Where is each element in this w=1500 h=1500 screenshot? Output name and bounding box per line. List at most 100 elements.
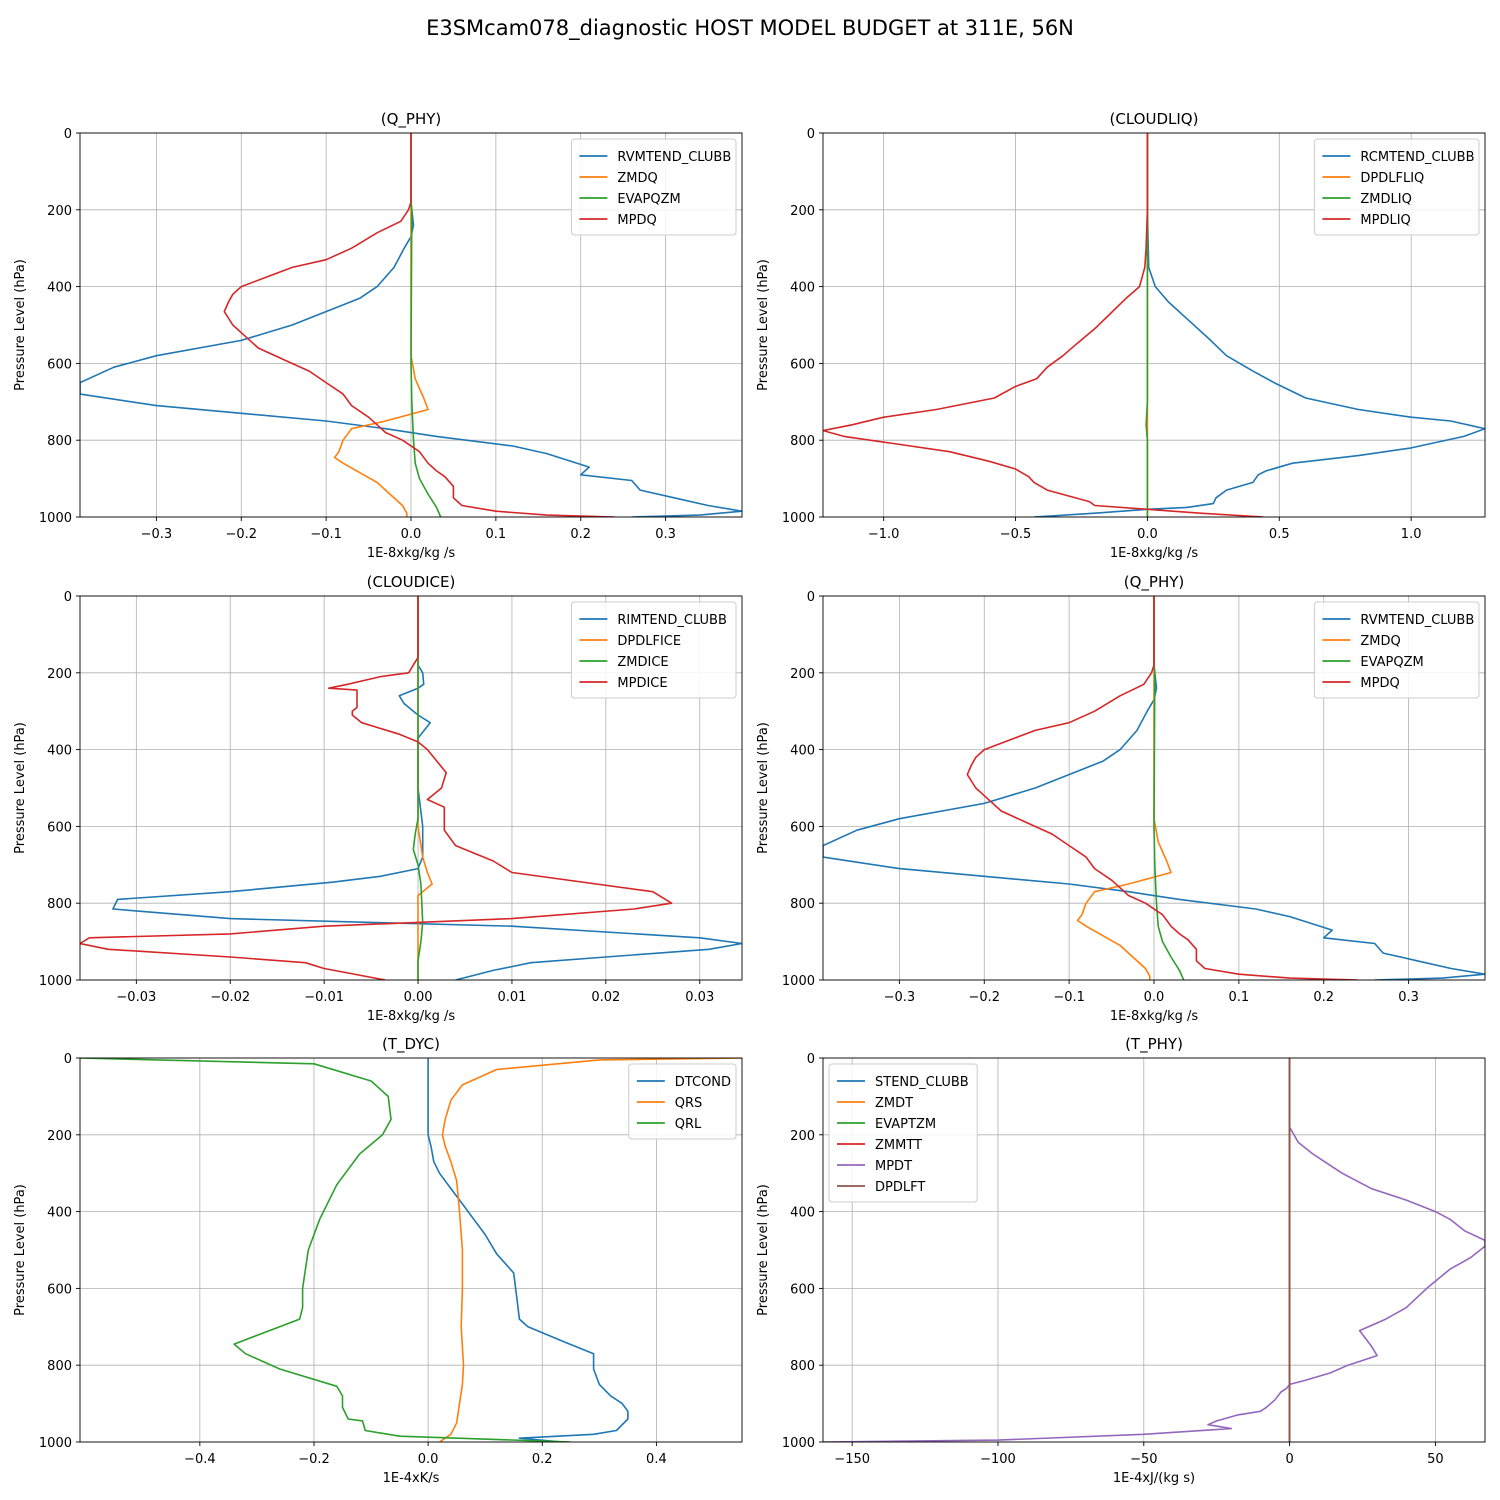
legend-box [570, 601, 737, 699]
series-line-mpdice [80, 596, 673, 980]
x-tick-label: −0.03 [116, 990, 156, 1005]
x-tick-label: −0.02 [210, 990, 250, 1005]
legend-label: DPDLFICE [617, 634, 681, 649]
legend-label: RVMTEND_CLUBB [1360, 613, 1474, 628]
legend-label: DTCOND [675, 1075, 731, 1090]
series-line-dtcond [427, 1058, 629, 1442]
x-tick-label: 1.0 [1401, 527, 1422, 542]
legend-label: RVMTEND_CLUBB [617, 150, 731, 165]
y-tick-label: 800 [47, 1359, 72, 1374]
x-tick-label: 0.0 [401, 527, 422, 542]
series-group [80, 133, 742, 517]
series-group [823, 1058, 1485, 1442]
series-line-dpdlfice [417, 596, 433, 980]
legend-label: ZMMTT [875, 1138, 922, 1153]
subplot-title: (Q_PHY) [1124, 573, 1185, 592]
x-tick-label: −0.2 [225, 527, 257, 542]
x-tick-label: 0.01 [497, 990, 526, 1005]
legend: RVMTEND_CLUBB ZMDQ EVAPQZM MPDQ [1313, 601, 1480, 699]
legend-item: ZMDICE [579, 655, 669, 670]
y-tick-label: 0 [64, 590, 72, 605]
series-line-mpdq [223, 133, 615, 517]
x-tick-label: 0.00 [404, 990, 433, 1005]
subplot-4: −0.3 −0.2 −0.1 0.0 0.1 0.2 0.3 0 200 400 600 800 100… [756, 573, 1486, 1024]
y-tick-label: 800 [790, 1359, 815, 1374]
y-tick-label: 200 [47, 204, 72, 219]
series-group [823, 133, 1485, 517]
legend-label: MPDQ [1360, 676, 1399, 691]
subplot-5: −0.4 −0.2 0.0 0.2 0.4 0 200 400 600 800 1000 (T_DYC… [13, 1035, 743, 1486]
legend-item: MPDT [837, 1159, 912, 1174]
y-tick-label: 1000 [39, 974, 72, 989]
y-tick-label: 400 [790, 744, 815, 759]
legend-label: RCMTEND_CLUBB [1360, 150, 1474, 165]
plot-frame [79, 595, 743, 981]
y-tick-label: 200 [47, 667, 72, 682]
y-tick-label: 0 [64, 1052, 72, 1067]
legend-item: RCMTEND_CLUBB [1322, 150, 1474, 165]
subplot-6: −150 −100 −50 0 50 0 200 400 600 800 1000 (T_PHY) 1E… [756, 1035, 1486, 1486]
x-tick-label: 0.0 [418, 1452, 439, 1467]
legend-item: QRS [636, 1096, 702, 1111]
series-line-evapqzm [1153, 596, 1185, 980]
legend-item: DPDLFLIQ [1322, 171, 1424, 186]
x-tick-label: 0.0 [1144, 990, 1165, 1005]
x-axis-label: 1E-8xkg/kg /s [367, 1009, 456, 1024]
y-axis-label: Pressure Level (hPa) [756, 259, 771, 391]
x-tick-label: 0.3 [1398, 990, 1419, 1005]
y-tick-label: 800 [790, 434, 815, 449]
legend-item: RVMTEND_CLUBB [1322, 613, 1474, 628]
series-line-mpdliq [823, 133, 1264, 517]
x-tick-label: −0.4 [184, 1452, 216, 1467]
legend-item: MPDQ [1322, 676, 1400, 691]
plot-frame [79, 1057, 743, 1443]
y-tick-label: 1000 [39, 511, 72, 526]
x-axis-label: 1E-8xkg/kg /s [1110, 546, 1199, 561]
legend-label: ZMDQ [1360, 634, 1400, 649]
legend-label: ZMDLIQ [1360, 192, 1411, 207]
x-tick-label: 0.3 [655, 527, 676, 542]
x-tick-label: 0.1 [486, 527, 507, 542]
legend-label: MPDQ [617, 213, 656, 228]
x-tick-label: −50 [1130, 1452, 1157, 1467]
series-line-rimtend-clubb [112, 596, 742, 980]
y-tick-label: 200 [790, 1129, 815, 1144]
x-tick-label: 0.2 [570, 527, 591, 542]
legend-item: ZMDQ [1322, 634, 1401, 649]
figure-title: E3SMcam078_diagnostic HOST MODEL BUDGET … [426, 16, 1074, 40]
y-tick-label: 400 [790, 1206, 815, 1221]
legend-label: MPDLIQ [1360, 213, 1410, 228]
y-tick-label: 1000 [782, 974, 815, 989]
legend-item: ZMMTT [837, 1138, 922, 1153]
y-axis-label: Pressure Level (hPa) [13, 1184, 28, 1316]
x-tick-label: −0.1 [1053, 990, 1085, 1005]
legend-item: EVAPTZM [837, 1117, 936, 1132]
legend-label: DPDLFLIQ [1360, 171, 1424, 186]
x-tick-label: −0.5 [1000, 527, 1032, 542]
legend-item: ZMDQ [579, 171, 658, 186]
y-tick-label: 400 [47, 281, 72, 296]
y-tick-label: 400 [790, 281, 815, 296]
series-line-evapqzm [410, 133, 442, 517]
y-axis-label: Pressure Level (hPa) [13, 259, 28, 391]
legend-item: MPDICE [579, 676, 668, 691]
y-tick-label: 400 [47, 744, 72, 759]
legend-label: QRL [675, 1117, 702, 1132]
legend-label: EVAPTZM [875, 1117, 936, 1132]
y-tick-label: 600 [47, 820, 72, 835]
legend-label: MPDT [875, 1159, 912, 1174]
x-tick-label: 0.02 [591, 990, 620, 1005]
y-tick-label: 200 [47, 1129, 72, 1144]
subplot-title: (T_PHY) [1125, 1035, 1183, 1054]
legend-item: MPDLIQ [1322, 213, 1411, 228]
legend-label: MPDICE [617, 676, 667, 691]
series-line-mpdt [823, 1058, 1485, 1442]
plot-frame [822, 132, 1486, 518]
x-axis-label: 1E-8xkg/kg /s [1110, 1009, 1199, 1024]
y-tick-label: 0 [807, 1052, 815, 1067]
x-tick-label: 0 [1285, 1452, 1293, 1467]
series-group [823, 596, 1485, 980]
legend-item: EVAPQZM [579, 192, 681, 207]
series-line-zmdice [412, 596, 424, 980]
x-tick-label: −0.1 [310, 527, 342, 542]
